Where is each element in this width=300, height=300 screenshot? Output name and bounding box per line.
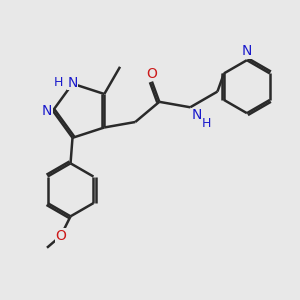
Text: N: N	[191, 108, 202, 122]
Text: H: H	[202, 117, 211, 130]
Text: H: H	[54, 76, 63, 89]
Text: O: O	[55, 229, 66, 243]
Text: O: O	[146, 67, 158, 81]
Text: N: N	[41, 104, 52, 118]
Text: N: N	[242, 44, 252, 58]
Text: N: N	[67, 76, 78, 90]
